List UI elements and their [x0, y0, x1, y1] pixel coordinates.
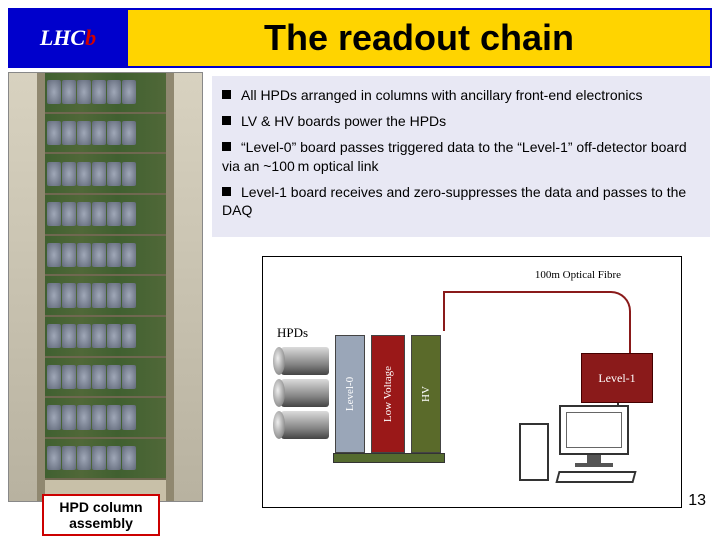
logo-accent: b — [85, 25, 96, 50]
rack-shelf — [45, 276, 166, 317]
bullet-item: All HPDs arranged in columns with ancill… — [222, 86, 700, 104]
logo-box: LHCb — [10, 8, 128, 68]
bullet-text: All HPDs arranged in columns with ancill… — [241, 87, 643, 103]
bullet-item: “Level-0” board passes triggered data to… — [222, 138, 700, 174]
hpd-cylinder-icon — [281, 411, 329, 439]
logo-main: LHC — [40, 25, 85, 50]
title-bar: LHCb The readout chain — [8, 8, 712, 68]
monitor-stand-icon — [587, 455, 601, 463]
fibre-connector — [443, 291, 445, 331]
level0-board: Level-0 — [335, 335, 365, 453]
rack-shelf — [45, 236, 166, 277]
fibre-label: 100m Optical Fibre — [535, 269, 621, 281]
hpd-column-photo — [8, 72, 203, 502]
keyboard-icon — [555, 471, 636, 483]
bullet-text: LV & HV boards power the HPDs — [241, 113, 446, 129]
hpd-cylinder-icon — [281, 379, 329, 407]
lowvoltage-label: Low Voltage — [382, 366, 394, 422]
photo-caption: HPD column assembly — [42, 494, 160, 536]
lowvoltage-board: Low Voltage — [371, 335, 405, 453]
rack-shelf — [45, 317, 166, 358]
hpd-cylinder-icon — [281, 347, 329, 375]
bullet-icon — [222, 90, 231, 99]
bullet-list: All HPDs arranged in columns with ancill… — [212, 76, 710, 237]
bullet-icon — [222, 142, 231, 151]
monitor-icon — [559, 405, 629, 455]
monitor-base-icon — [575, 463, 613, 467]
rack-shelf — [45, 439, 166, 480]
bullet-text: Level-1 board receives and zero-suppress… — [222, 184, 686, 218]
rack-shelf — [45, 154, 166, 195]
hv-label: HV — [420, 386, 432, 402]
hv-board: HV — [411, 335, 441, 453]
hpds-label: HPDs — [277, 325, 308, 341]
bullet-icon — [222, 187, 231, 196]
readout-diagram: 100m Optical Fibre HPDs Level-0 Low Volt… — [262, 256, 682, 508]
rack-shelf — [45, 398, 166, 439]
logo-text: LHCb — [40, 25, 96, 51]
caption-line1: HPD column — [59, 499, 142, 515]
bullet-item: LV & HV boards power the HPDs — [222, 112, 700, 130]
fibre-line — [443, 291, 631, 331]
level1-label: Level-1 — [598, 371, 635, 386]
level1-board: Level-1 — [581, 353, 653, 403]
bullet-item: Level-1 board receives and zero-suppress… — [222, 183, 700, 219]
level0-label: Level-0 — [344, 377, 356, 411]
page-number: 13 — [688, 492, 706, 510]
bullet-text: “Level-0” board passes triggered data to… — [222, 139, 687, 173]
rack-shelf — [45, 73, 166, 114]
rack-frame — [37, 73, 174, 501]
bullet-icon — [222, 116, 231, 125]
rack-shelf — [45, 114, 166, 155]
page-title: The readout chain — [128, 17, 710, 59]
daq-computer-icon — [519, 405, 649, 485]
rack-shelf — [45, 195, 166, 236]
diagram-inner: 100m Optical Fibre HPDs Level-0 Low Volt… — [273, 267, 671, 497]
motherboard — [333, 453, 445, 463]
caption-line2: assembly — [69, 515, 133, 531]
rack-shelf — [45, 358, 166, 399]
pc-tower-icon — [519, 423, 549, 481]
